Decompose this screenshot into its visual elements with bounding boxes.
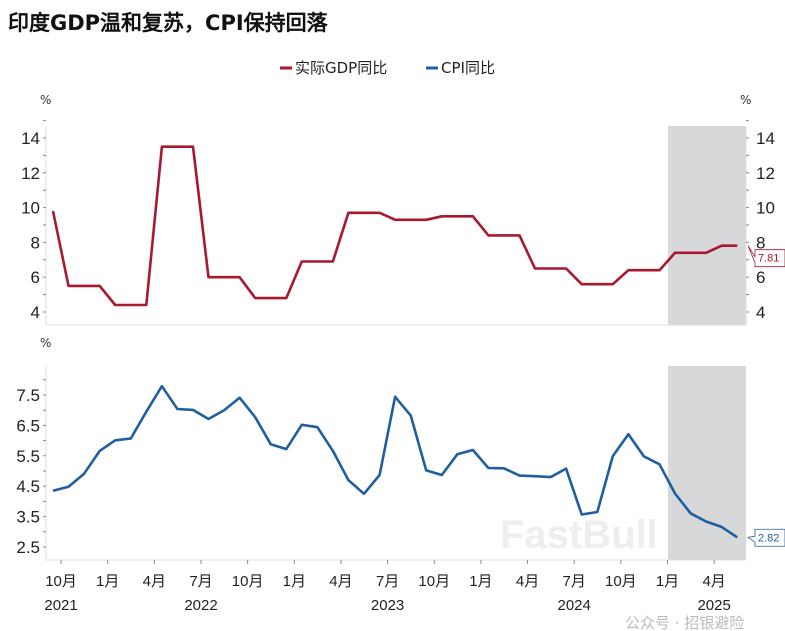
x-tick-label: 1月 bbox=[96, 573, 119, 590]
x-year-label: 2021 bbox=[44, 597, 77, 614]
x-tick-label: 7月 bbox=[376, 573, 399, 590]
y-tick-label-right: 6 bbox=[756, 268, 765, 287]
y-tick-label: 6 bbox=[31, 268, 40, 287]
y-tick-label-right: 12 bbox=[756, 164, 775, 183]
top-y-unit-left: % bbox=[40, 93, 51, 107]
forecast-shade bbox=[668, 366, 746, 560]
y-tick-label-right: 8 bbox=[756, 233, 765, 252]
x-tick-label: 4月 bbox=[329, 573, 352, 590]
x-year-label: 2024 bbox=[558, 597, 591, 614]
y-tick-label: 14 bbox=[21, 129, 40, 148]
y-tick-label: 6.5 bbox=[16, 416, 40, 435]
x-year-label: 2025 bbox=[697, 597, 730, 614]
watermark-brand: FastBull bbox=[500, 513, 658, 557]
x-year-label: 2022 bbox=[184, 597, 217, 614]
x-tick-label: 4月 bbox=[702, 573, 725, 590]
y-tick-label: 7.5 bbox=[16, 386, 40, 405]
last-value-label: 2.82 bbox=[758, 532, 779, 544]
x-year-label: 2023 bbox=[371, 597, 404, 614]
x-tick-label: 1月 bbox=[283, 573, 306, 590]
legend-label-gdp: 实际GDP同比 bbox=[295, 59, 387, 77]
y-tick-label-right: 4 bbox=[756, 303, 765, 322]
watermark-account: 公众号 · 招银避险 bbox=[625, 614, 744, 631]
chart-title: 印度GDP温和复苏，CPI保持回落 bbox=[8, 11, 329, 35]
gdp-panel: 14 14 12 12 10 10 8 8 6 6 4 4 7.81 bbox=[21, 120, 785, 326]
top-y-unit-right: % bbox=[740, 93, 751, 107]
x-tick-label: 10月 bbox=[418, 573, 450, 590]
y-tick-label: 2.5 bbox=[16, 538, 40, 557]
x-tick-label: 4月 bbox=[516, 573, 539, 590]
x-tick-label: 1月 bbox=[469, 573, 492, 590]
y-tick-label: 5.5 bbox=[16, 447, 40, 466]
y-tick-label-right: 14 bbox=[756, 129, 775, 148]
legend: 实际GDP同比 CPI同比 bbox=[280, 59, 495, 77]
y-tick-label: 12 bbox=[21, 164, 40, 183]
series-line bbox=[51, 145, 738, 307]
last-value-callout bbox=[747, 245, 785, 268]
last-value-label: 7.81 bbox=[758, 253, 779, 265]
y-tick-label: 4.5 bbox=[16, 477, 40, 496]
y-tick-label: 8 bbox=[31, 233, 40, 252]
legend-label-cpi: CPI同比 bbox=[441, 59, 495, 77]
y-tick-label: 4 bbox=[31, 303, 40, 322]
cpi-panel: 7.5 6.5 5.5 4.5 3.5 2.5 2.82 10月 1月 4月 7月 10月 1月 4月 7月… bbox=[16, 366, 785, 614]
x-tick-label: 10月 bbox=[45, 573, 77, 590]
y-tick-label: 3.5 bbox=[16, 508, 40, 527]
last-value-callout bbox=[746, 528, 785, 547]
bottom-y-unit-left: % bbox=[40, 336, 51, 350]
x-tick-label: 10月 bbox=[232, 573, 264, 590]
x-tick-label: 7月 bbox=[189, 573, 212, 590]
x-tick-label: 4月 bbox=[143, 573, 166, 590]
forecast-shade bbox=[668, 126, 746, 325]
x-tick-label: 7月 bbox=[563, 573, 586, 590]
y-tick-label-right: 10 bbox=[756, 199, 775, 218]
y-tick-label: 10 bbox=[21, 199, 40, 218]
x-tick-label: 1月 bbox=[656, 573, 679, 590]
x-tick-label: 10月 bbox=[605, 573, 637, 590]
